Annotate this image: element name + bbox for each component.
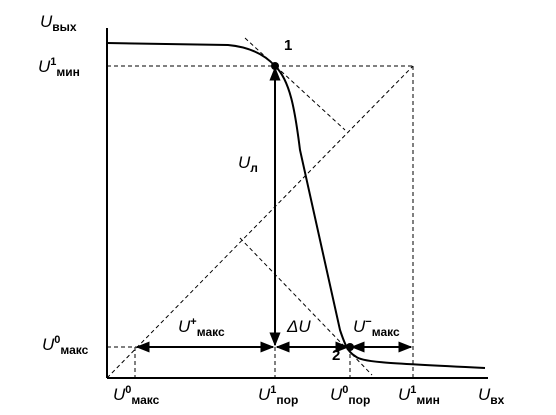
x-u1-por-label: U1пор [258, 384, 298, 407]
y-u1-min-label: U1мин [38, 56, 80, 79]
u-minus-max-label: U−макс [353, 316, 400, 339]
symbol: U [38, 57, 51, 76]
y-axis-label: Uвых [40, 12, 77, 34]
delta-u-label: ΔU [286, 317, 311, 336]
superscript: 1 [270, 384, 276, 396]
superscript: 0 [54, 334, 60, 346]
subscript: макс [372, 325, 400, 339]
superscript: 0 [342, 384, 348, 396]
superscript: − [365, 316, 371, 328]
symbol: U [238, 153, 251, 172]
y-u0-max-label: U0макс [42, 334, 89, 357]
symbol: U [353, 317, 366, 336]
superscript: 1 [410, 384, 416, 396]
u-plus-max-label: U+макс [178, 316, 225, 339]
subscript: мин [56, 65, 80, 79]
subscript: макс [197, 325, 225, 339]
point-2-label: 2 [332, 347, 340, 364]
symbol: U [478, 385, 491, 404]
symbol: U [398, 385, 411, 404]
x-u1-min-label: U1мин [398, 384, 440, 407]
x-u0-max-label: U0макс [113, 384, 160, 407]
symbol: U [258, 385, 271, 404]
x-u0-por-label: U0пор [330, 384, 370, 407]
point-1-label: 1 [284, 37, 292, 54]
subscript: пор [348, 393, 370, 407]
symbol: U [40, 12, 53, 31]
axes [106, 28, 488, 379]
symbol: U [178, 317, 191, 336]
subscript: л [250, 161, 258, 175]
superscript: + [190, 316, 196, 328]
subscript: вых [52, 20, 77, 34]
x-axis-label: Uвх [478, 385, 505, 407]
arrows [135, 66, 413, 353]
subscript: вх [490, 393, 504, 407]
symbol: U [330, 385, 343, 404]
dashed-lines [106, 37, 414, 379]
subscript: макс [60, 343, 88, 357]
symbol: U [42, 335, 55, 354]
point-1-dot [271, 62, 279, 70]
transfer-curve [106, 42, 486, 369]
superscript: 0 [125, 384, 131, 396]
u-l-label: Uл [238, 153, 258, 175]
subscript: мин [416, 393, 440, 407]
subscript: пор [276, 393, 298, 407]
symbol: U [113, 385, 126, 404]
superscript: 1 [50, 56, 56, 68]
point-2-dot [346, 343, 354, 351]
subscript: макс [131, 393, 159, 407]
